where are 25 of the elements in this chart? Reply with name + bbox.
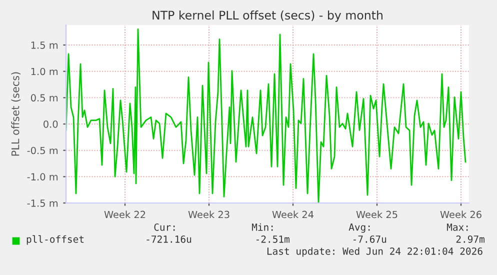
- y-tick-label: 1.5 m: [31, 42, 58, 49]
- text: Cur:: [154, 223, 175, 231]
- y-tick-label: 0.0: [44, 120, 58, 128]
- y-tick-label: -1.5 m: [27, 200, 58, 207]
- chart-title: NTP kernel PLL offset (secs) - by month: [152, 10, 382, 22]
- text: Min:: [252, 223, 273, 231]
- y-tick-label: -1.0 m: [27, 173, 58, 180]
- text: -7.67u: [353, 235, 386, 243]
- text: Last update: Wed Jun 24 22:01:04 2026: [267, 247, 482, 257]
- x-tick-label: Week 25: [356, 210, 398, 218]
- text: -2.51m: [256, 235, 290, 243]
- x-tick-label: Week 22: [104, 210, 146, 218]
- y-axis-title: PLL offset (secs): [11, 72, 20, 156]
- legend-label: pll-offset: [26, 235, 84, 245]
- x-tick-label: Week 23: [188, 210, 230, 218]
- text: 2.97m: [456, 235, 484, 243]
- text: -721.16u: [146, 235, 192, 243]
- x-tick-label: Week 26: [440, 210, 482, 218]
- text: Max:: [446, 224, 468, 231]
- x-tick-label: Week 24: [272, 210, 314, 218]
- text: Avg:: [348, 224, 370, 233]
- line-series: [66, 28, 466, 203]
- y-tick-label: -0.5 m: [27, 146, 58, 154]
- y-tick-label: 0.5 m: [30, 94, 58, 102]
- y-tick-label: 1.0 m: [31, 68, 58, 76]
